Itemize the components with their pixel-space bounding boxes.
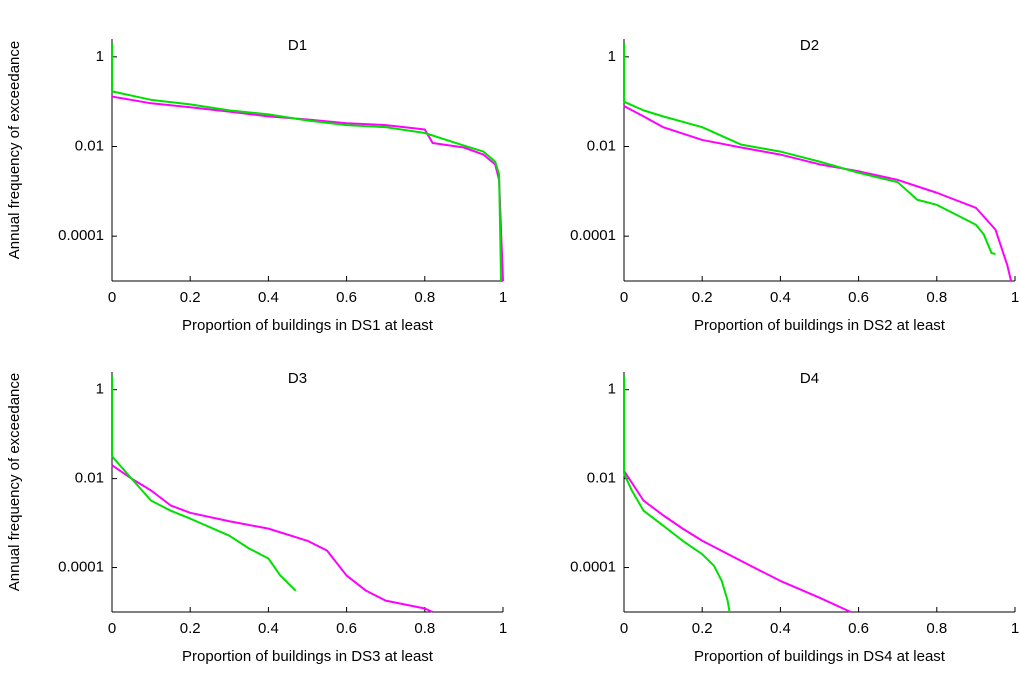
x-tick-label: 0.2	[180, 289, 201, 306]
x-tick-label: 1	[499, 620, 507, 637]
y-tick-label: 0.01	[75, 137, 104, 154]
y-tick-label: 0.01	[587, 137, 616, 154]
x-tick-label: 0.2	[180, 620, 201, 637]
subplot-title: D1	[288, 37, 307, 54]
x-tick-label: 0.6	[848, 289, 869, 306]
x-tick-label: 0.4	[770, 289, 791, 306]
x-tick-label: 0.6	[336, 289, 357, 306]
x-axis-label: Proportion of buildings in DS3 at least	[182, 648, 434, 665]
y-tick-label: 0.01	[75, 470, 104, 487]
y-tick-label: 1	[608, 381, 616, 398]
series-line	[623, 43, 996, 255]
y-tick-label: 0.0001	[58, 227, 104, 244]
subplot-title: D3	[288, 370, 307, 387]
x-tick-label: 0.2	[692, 620, 713, 637]
x-tick-label: 0.4	[258, 289, 279, 306]
x-tick-label: 0	[108, 620, 116, 637]
y-axis-label: Annual frequency of exceedance	[6, 373, 23, 592]
x-tick-label: 0.8	[926, 620, 947, 637]
x-tick-label: 0.8	[414, 289, 435, 306]
series-line	[623, 376, 731, 613]
series-line	[111, 43, 503, 282]
series-line	[111, 95, 504, 282]
subplot-title: D2	[800, 37, 819, 54]
y-tick-label: 0.01	[587, 470, 616, 487]
x-tick-label: 0.6	[336, 620, 357, 637]
y-tick-label: 1	[608, 48, 616, 65]
series-line	[111, 464, 434, 613]
x-tick-label: 0.8	[926, 289, 947, 306]
y-tick-label: 0.0001	[58, 559, 104, 576]
y-tick-label: 0.0001	[570, 227, 616, 244]
x-axis-label: Proportion of buildings in DS1 at least	[182, 317, 434, 334]
y-axis-label: Annual frequency of exceedance	[6, 41, 23, 260]
x-tick-label: 0.4	[770, 620, 791, 637]
x-tick-label: 0	[108, 289, 116, 306]
x-tick-label: 1	[1011, 289, 1019, 306]
x-tick-label: 0	[620, 289, 628, 306]
x-tick-label: 0.6	[848, 620, 869, 637]
x-tick-label: 0	[620, 620, 628, 637]
x-axis-label: Proportion of buildings in DS4 at least	[694, 648, 946, 665]
series-line	[623, 470, 852, 613]
y-tick-label: 0.0001	[570, 559, 616, 576]
series-line	[111, 376, 297, 592]
x-tick-label: 0.4	[258, 620, 279, 637]
x-tick-label: 1	[1011, 620, 1019, 637]
x-axis-label: Proportion of buildings in DS2 at least	[694, 317, 946, 334]
y-tick-label: 1	[96, 48, 104, 65]
series-line	[623, 105, 1013, 282]
subplot-title: D4	[800, 370, 819, 387]
x-tick-label: 0.2	[692, 289, 713, 306]
x-tick-label: 1	[499, 289, 507, 306]
x-tick-label: 0.8	[414, 620, 435, 637]
y-tick-label: 1	[96, 381, 104, 398]
